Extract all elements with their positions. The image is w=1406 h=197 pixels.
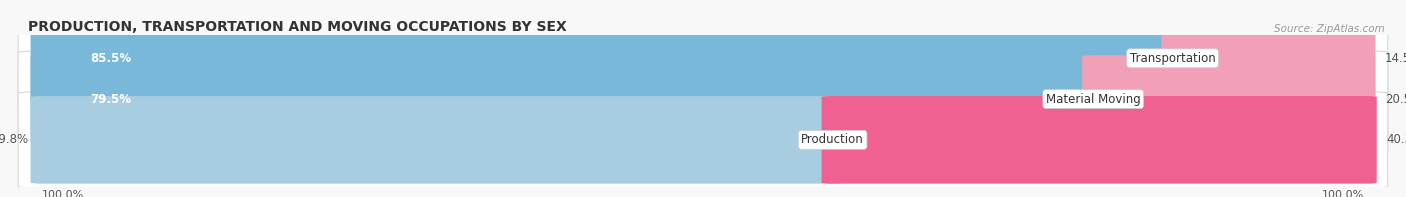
Text: 100.0%: 100.0% (42, 190, 84, 197)
Text: Material Moving: Material Moving (1046, 93, 1140, 106)
FancyBboxPatch shape (1161, 15, 1375, 102)
FancyBboxPatch shape (31, 55, 1104, 143)
Text: 14.5%: 14.5% (1385, 52, 1406, 65)
FancyBboxPatch shape (821, 96, 1376, 184)
Text: 85.5%: 85.5% (90, 52, 131, 65)
Text: Production: Production (801, 133, 865, 146)
Text: Source: ZipAtlas.com: Source: ZipAtlas.com (1274, 24, 1385, 34)
Text: 100.0%: 100.0% (1322, 190, 1364, 197)
Text: 59.8%: 59.8% (0, 133, 28, 146)
Text: PRODUCTION, TRANSPORTATION AND MOVING OCCUPATIONS BY SEX: PRODUCTION, TRANSPORTATION AND MOVING OC… (28, 20, 567, 34)
Text: 20.5%: 20.5% (1385, 93, 1406, 106)
Text: 40.3%: 40.3% (1386, 133, 1406, 146)
FancyBboxPatch shape (18, 92, 1388, 188)
Text: Transportation: Transportation (1129, 52, 1215, 65)
Text: 79.5%: 79.5% (90, 93, 131, 106)
FancyBboxPatch shape (18, 51, 1388, 147)
FancyBboxPatch shape (1083, 55, 1375, 143)
FancyBboxPatch shape (31, 96, 844, 184)
FancyBboxPatch shape (31, 15, 1184, 102)
FancyBboxPatch shape (18, 10, 1388, 106)
